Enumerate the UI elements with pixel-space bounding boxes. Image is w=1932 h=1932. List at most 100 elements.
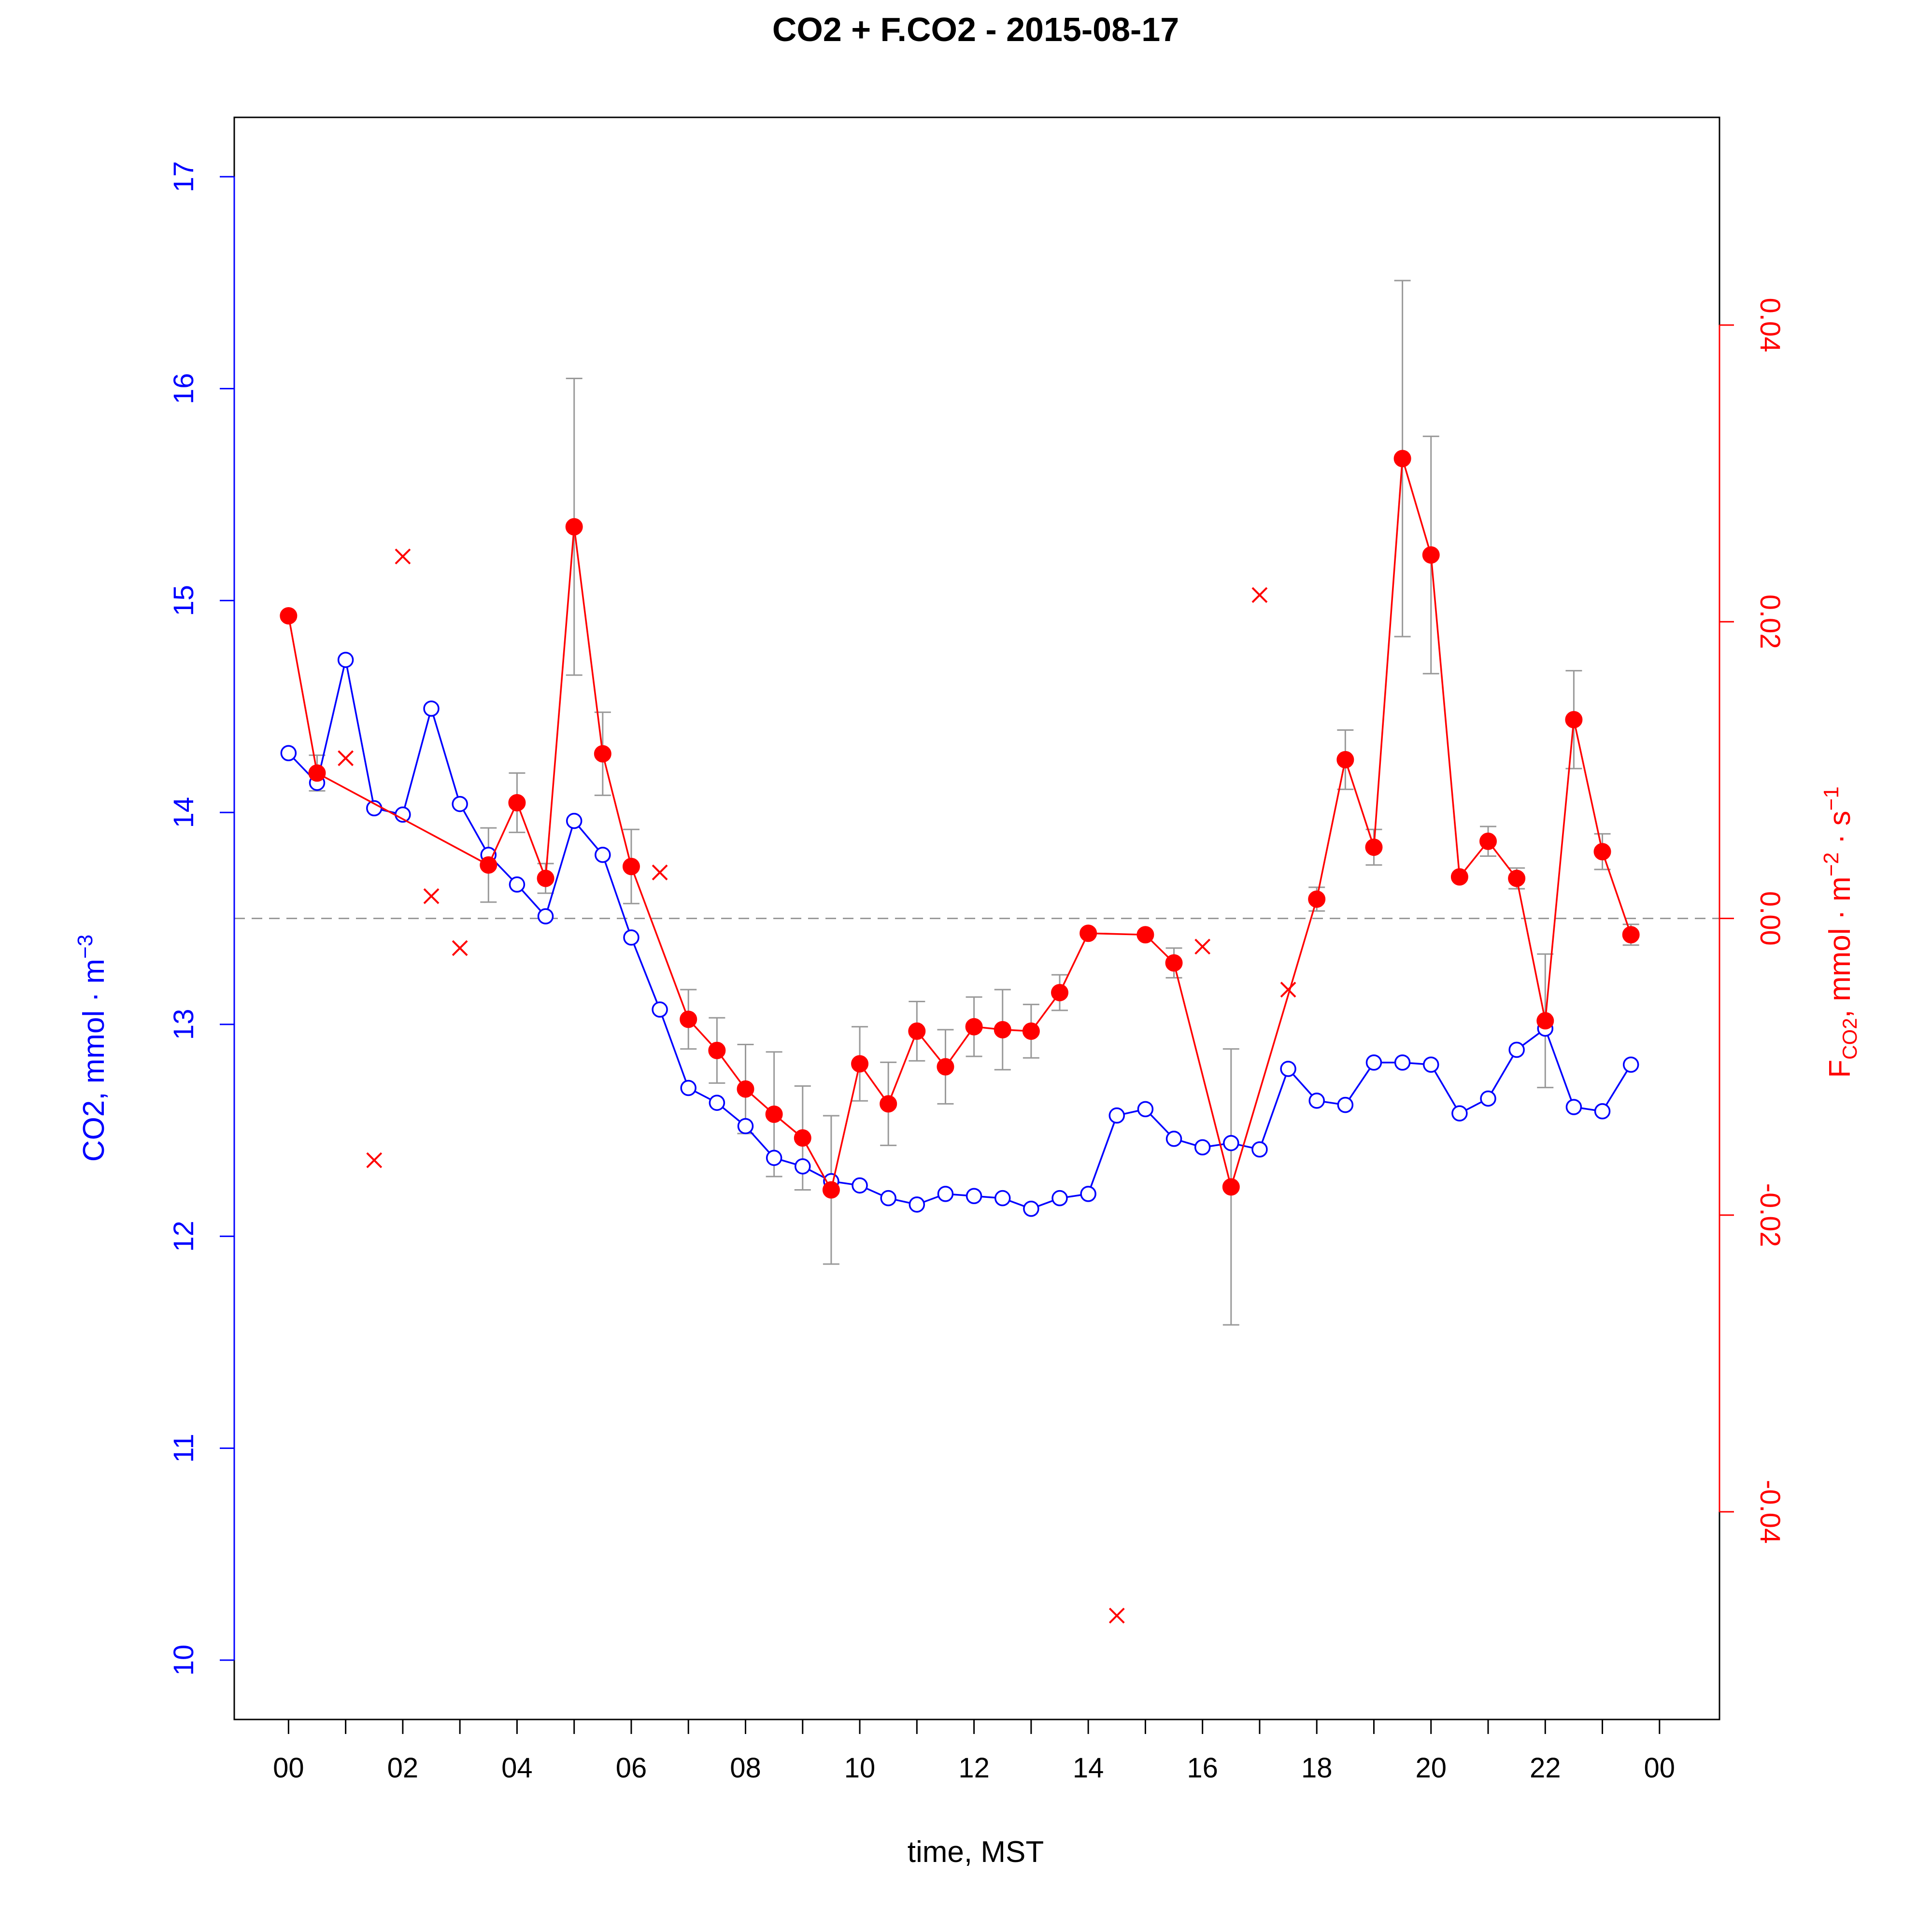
co2-point xyxy=(1223,1135,1239,1151)
flux-x-marker xyxy=(423,888,440,904)
flux-point xyxy=(1536,1012,1554,1030)
x-tick-label: 00 xyxy=(1644,1752,1676,1784)
co2-point xyxy=(1080,1186,1096,1202)
flux-point xyxy=(508,794,526,811)
x-tick-label: 08 xyxy=(730,1752,761,1784)
co2-point xyxy=(966,1188,982,1205)
co2-point xyxy=(937,1186,954,1202)
x-tick-label: 04 xyxy=(501,1752,533,1784)
flux-point xyxy=(1136,926,1154,944)
flux-point xyxy=(908,1022,926,1040)
x-tick-label: 12 xyxy=(958,1752,990,1784)
y-right-tick-label: 0.04 xyxy=(1754,298,1786,353)
y-axis-label-left-sup: −3 xyxy=(73,935,97,959)
flux-point xyxy=(1051,984,1068,1002)
flux-x-marker xyxy=(1194,938,1211,955)
flux-point xyxy=(1593,843,1611,861)
flux-series-line xyxy=(287,458,1632,1193)
co2-point xyxy=(1023,1200,1039,1217)
y-axis-label-right-dot: · s xyxy=(1823,810,1857,852)
flux-point xyxy=(1450,868,1468,886)
y-right-tick-label: -0.02 xyxy=(1754,1183,1786,1247)
flux-point xyxy=(594,745,611,763)
co2-point xyxy=(1051,1190,1068,1207)
x-tick-label: 22 xyxy=(1530,1752,1561,1784)
y-axis-label-right-f: F xyxy=(1823,1060,1857,1078)
co2-point xyxy=(1137,1101,1154,1118)
flux-x-marker xyxy=(395,548,411,565)
y-axis-label-right-mid: , mmol · m xyxy=(1823,877,1857,1018)
flux-point xyxy=(994,1021,1011,1038)
plot-area: 00 02 04 06 08 10 12 14 16 18 20 22 00 10 11 12 13 14 15 16… xyxy=(168,116,1786,1784)
flux-point xyxy=(537,869,554,887)
co2-point xyxy=(766,1150,782,1166)
co2-point xyxy=(595,847,611,863)
flux-point xyxy=(1393,450,1411,468)
flux-point xyxy=(680,1010,697,1028)
flux-point xyxy=(1508,869,1526,887)
flux-point xyxy=(480,856,497,874)
co2-point xyxy=(623,929,639,946)
flux-point xyxy=(851,1055,869,1073)
y-axis-label-right-sup2: −1 xyxy=(1819,786,1843,810)
flux-point xyxy=(622,858,640,876)
co2-point xyxy=(1280,1061,1296,1077)
flux-x-marker xyxy=(452,940,468,956)
x-tick-label: 06 xyxy=(616,1752,647,1784)
y-axis-label-left: CO2, mmol · m−3 xyxy=(73,935,111,1162)
flux-point xyxy=(1479,832,1497,850)
y-left-tick-label: 15 xyxy=(168,585,199,616)
chart-title: CO2 + F.CO2 - 2015-08-17 xyxy=(772,11,1179,48)
y-left-tick-label: 17 xyxy=(168,161,199,193)
co2-point xyxy=(509,876,526,893)
co2-point xyxy=(909,1196,925,1213)
flux-point xyxy=(822,1181,840,1199)
flux-point xyxy=(965,1018,983,1036)
x-tick-label: 18 xyxy=(1301,1752,1333,1784)
flux-point xyxy=(708,1041,726,1059)
flux-x-marker xyxy=(1108,1607,1125,1624)
co2-point xyxy=(1422,1056,1439,1073)
co2-point xyxy=(566,812,582,829)
flux-point xyxy=(1565,710,1583,728)
co2-point xyxy=(280,745,297,762)
y-axis-label-right-sup1: −2 xyxy=(1819,852,1843,877)
flux-point xyxy=(308,764,326,782)
co2-point xyxy=(1508,1041,1525,1058)
co2-point xyxy=(1480,1090,1496,1107)
flux-x-marker xyxy=(338,750,354,767)
flux-point xyxy=(1336,751,1354,768)
co2-point xyxy=(1365,1054,1382,1071)
co2-point xyxy=(1337,1096,1354,1113)
co2-point xyxy=(1565,1099,1582,1115)
co2-point xyxy=(1165,1131,1182,1147)
y-left-tick-label: 11 xyxy=(168,1434,199,1463)
y-axis-label-left-main: CO2, mmol · m xyxy=(77,959,111,1162)
flux-point xyxy=(1308,890,1326,908)
x-tick-label: 14 xyxy=(1073,1752,1104,1784)
co2-point xyxy=(709,1094,725,1111)
co2-point xyxy=(423,700,440,717)
co2-point xyxy=(680,1080,696,1096)
flux-point xyxy=(765,1105,783,1123)
y-left-tick-label: 12 xyxy=(168,1221,199,1252)
flux-x-marker xyxy=(652,864,668,881)
flux-point xyxy=(794,1129,811,1147)
flux-point xyxy=(565,518,583,536)
co2-point xyxy=(994,1190,1011,1207)
y-axis-label-right-sub: CO2 xyxy=(1838,1018,1861,1059)
y-left-tick-label: 10 xyxy=(168,1645,199,1676)
co2-point xyxy=(1194,1139,1211,1156)
co2-point xyxy=(337,652,354,668)
flux-point xyxy=(280,607,298,625)
co2-point xyxy=(1394,1054,1411,1071)
flux-point xyxy=(880,1095,897,1113)
y-axis-label-right: FCO2, mmol · m−2 · s−1 xyxy=(1819,786,1861,1078)
co2-point xyxy=(1251,1141,1268,1158)
x-axis-label: time, MST xyxy=(908,1835,1044,1869)
co2-point xyxy=(1594,1103,1611,1120)
x-tick-label: 16 xyxy=(1187,1752,1218,1784)
flux-point xyxy=(1622,926,1640,944)
y-left-tick-label: 16 xyxy=(168,373,199,404)
